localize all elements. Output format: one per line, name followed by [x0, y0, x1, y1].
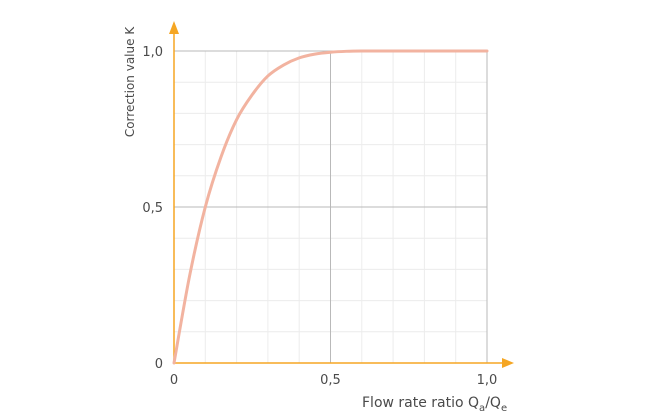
x-tick-label: 1,0: [477, 373, 498, 388]
series-line: [172, 49, 489, 365]
x-axis-title-sub2: e: [501, 403, 507, 414]
series-layer: [172, 49, 489, 365]
y-tick-label: 0,5: [142, 201, 163, 216]
x-tick-label: 0,5: [320, 373, 341, 388]
axes: [169, 21, 514, 368]
y-tick-label: 1,0: [142, 45, 163, 60]
x-axis-title-main: Flow rate ratio Q: [362, 395, 479, 411]
x-axis-title-slash: /Q: [485, 395, 501, 411]
y-tick-label: 0: [155, 357, 163, 372]
x-axis-title: Flow rate ratio Qa/Qe: [362, 395, 507, 414]
x-tick-label: 0: [170, 373, 178, 388]
y-axis-title: Correction value K: [123, 26, 137, 137]
grid-major: [174, 50, 488, 363]
x-axis-title-sub1: a: [479, 403, 485, 414]
y-axis-arrow-icon: [169, 21, 179, 34]
x-axis-arrow-icon: [502, 358, 514, 368]
tick-labels: 0 0,5 1,0 0 0,5 1,0: [142, 45, 497, 388]
